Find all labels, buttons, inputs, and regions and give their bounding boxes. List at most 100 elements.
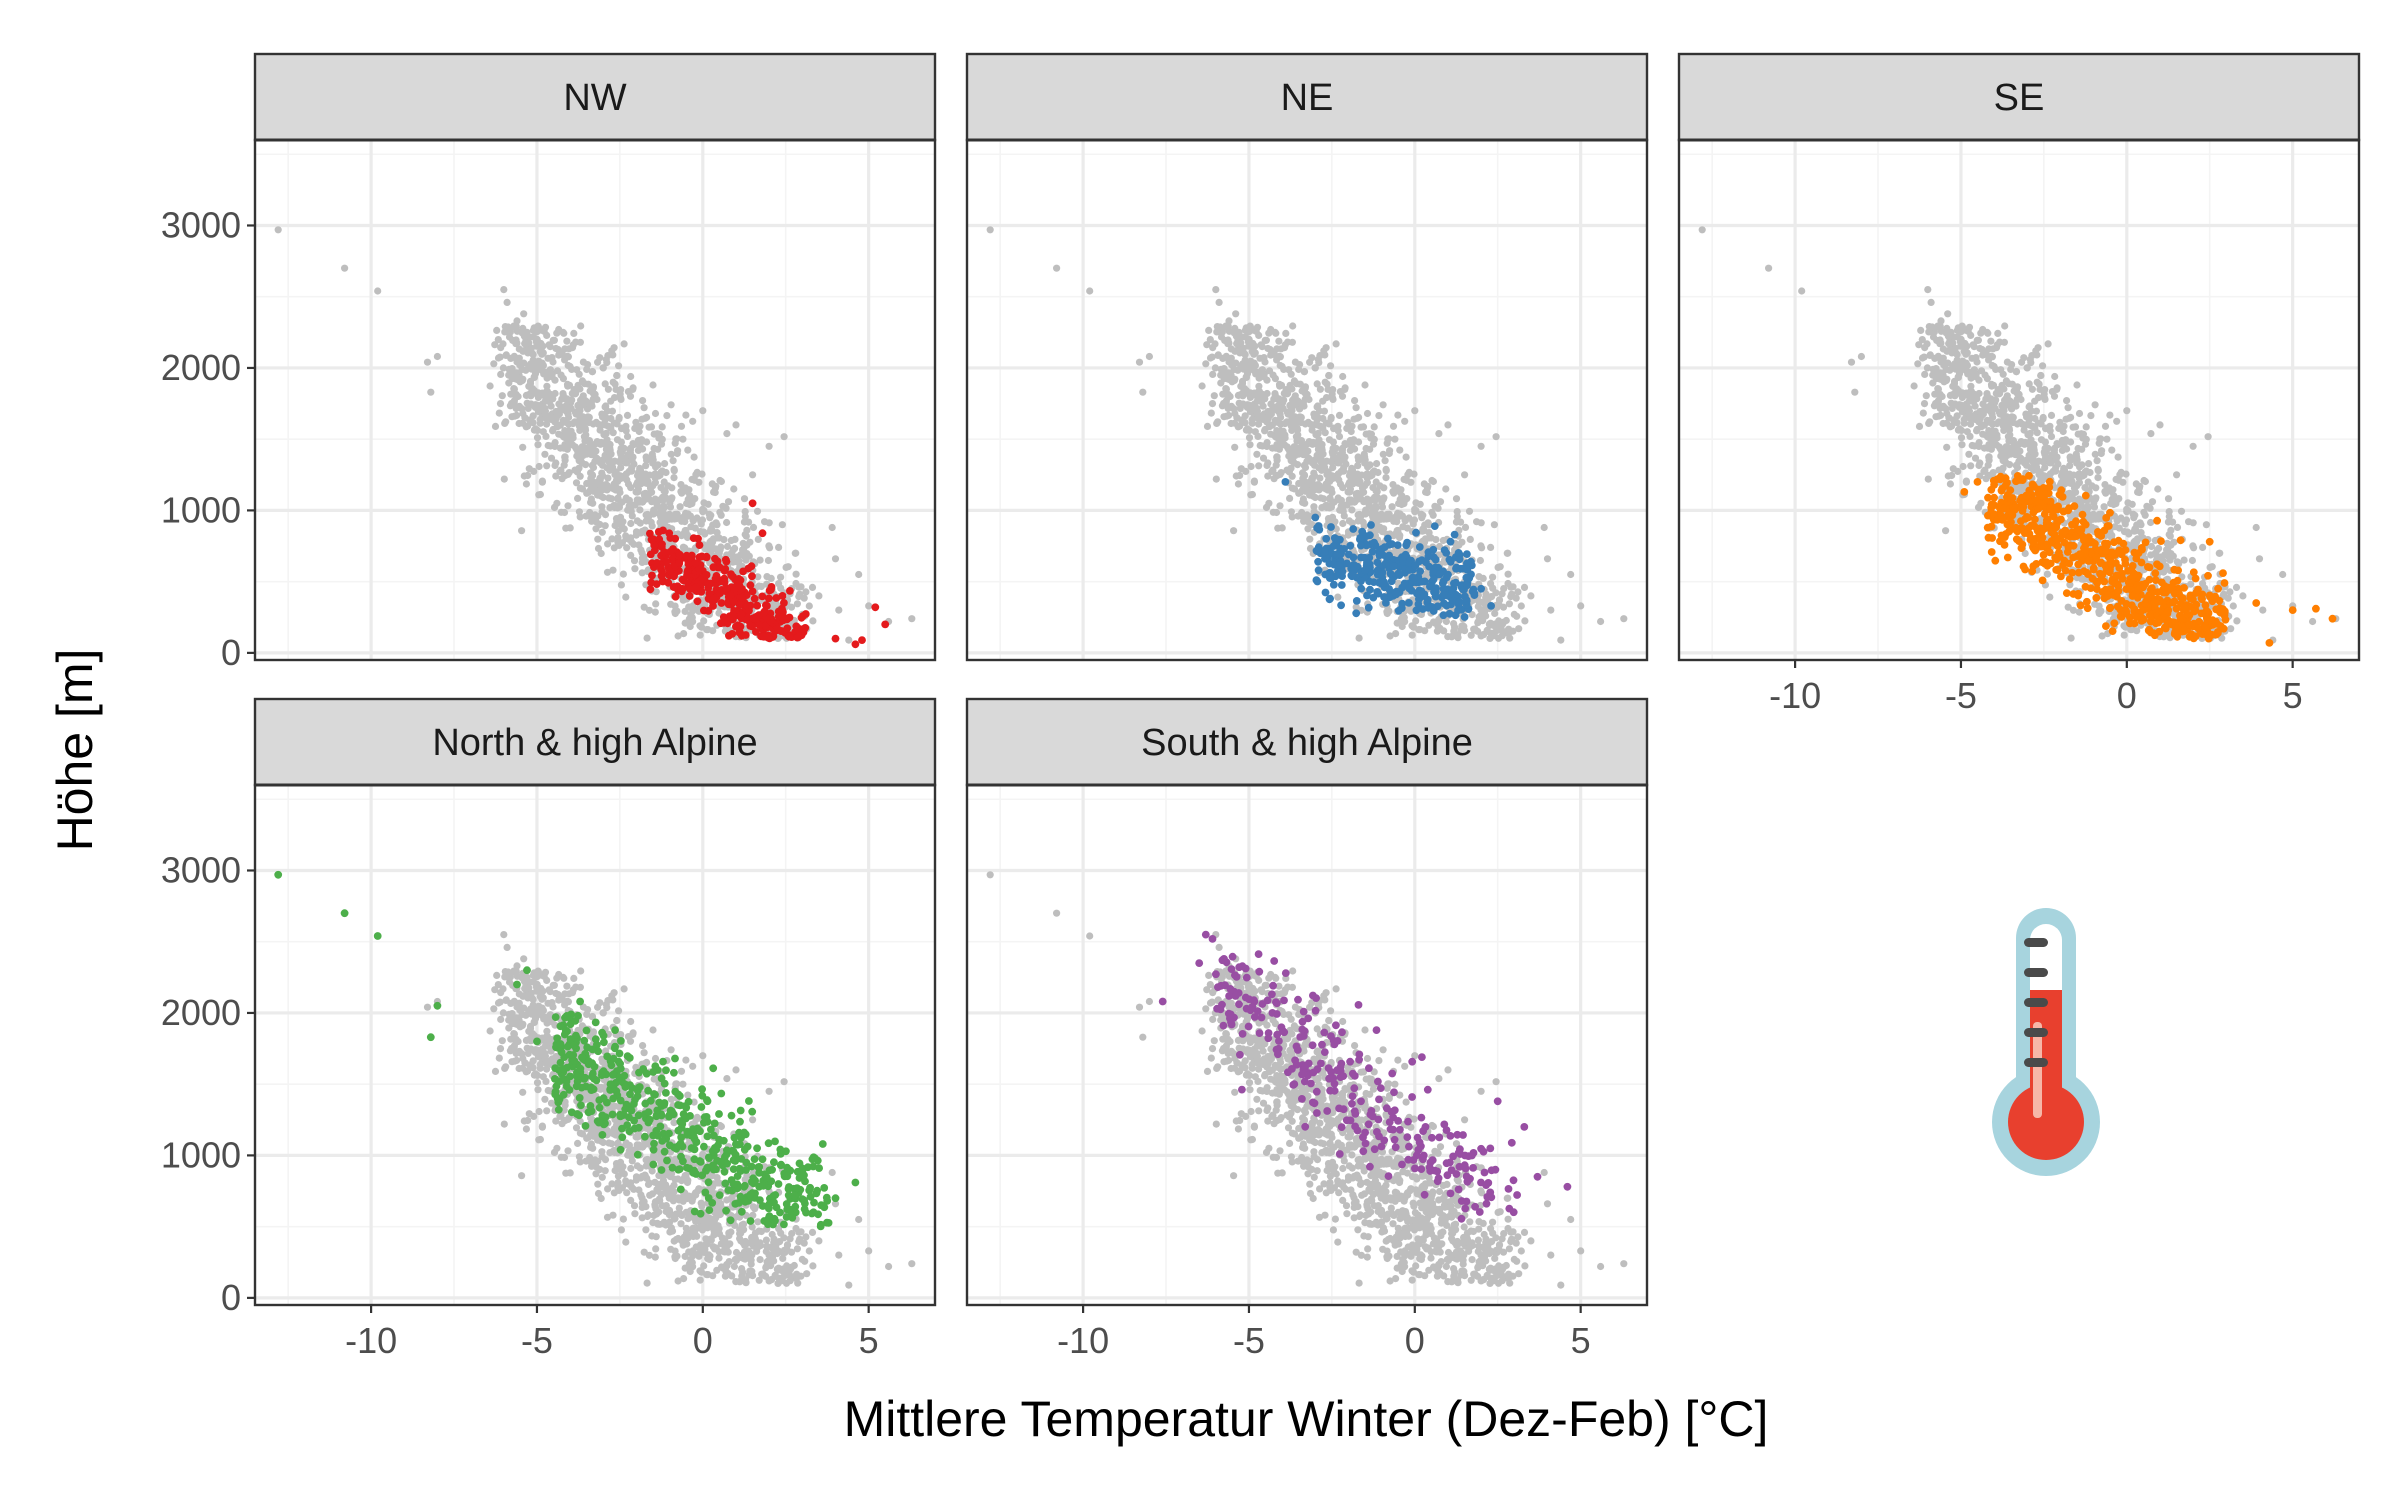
background-point	[2040, 458, 2047, 465]
series-point	[749, 499, 757, 507]
series-point	[653, 559, 661, 567]
series-point	[1379, 579, 1387, 587]
background-point	[1328, 489, 1335, 496]
background-point	[1298, 414, 1305, 421]
background-point	[1432, 536, 1439, 543]
background-point	[742, 531, 749, 538]
background-point	[1304, 525, 1311, 532]
series-point	[738, 594, 746, 602]
background-point	[1213, 328, 1220, 335]
background-point	[2119, 479, 2126, 486]
background-point	[1392, 530, 1399, 537]
background-point	[1848, 359, 1855, 366]
series-point	[1455, 549, 1463, 557]
series-point	[1459, 565, 1467, 573]
background-point	[1453, 495, 1460, 502]
background-point	[1336, 412, 1343, 419]
background-point	[2205, 433, 2212, 440]
series-point	[1338, 581, 1346, 589]
background-point	[1278, 397, 1285, 404]
background-point	[720, 536, 727, 543]
background-point	[573, 366, 580, 373]
series-point	[759, 529, 767, 537]
background-point	[633, 488, 640, 495]
background-point	[427, 389, 434, 396]
background-point	[564, 502, 571, 509]
background-point	[1310, 503, 1317, 510]
background-point	[855, 571, 862, 578]
background-point	[1442, 485, 1449, 492]
background-point	[829, 524, 836, 531]
background-point	[594, 359, 601, 366]
background-point	[650, 510, 657, 517]
background-point	[1398, 492, 1405, 499]
background-point	[513, 405, 520, 412]
background-point	[1958, 441, 1965, 448]
background-point	[661, 460, 668, 467]
series-point	[1449, 597, 1457, 605]
background-point	[598, 470, 605, 477]
background-point	[680, 544, 687, 551]
background-point	[1318, 467, 1325, 474]
background-point	[1235, 480, 1242, 487]
series-point	[1429, 568, 1437, 576]
background-point	[2073, 482, 2080, 489]
background-point	[1943, 444, 1950, 451]
background-point	[2029, 386, 2036, 393]
background-point	[1305, 396, 1312, 403]
background-point	[618, 445, 625, 452]
background-point	[2045, 340, 2052, 347]
background-point	[1233, 347, 1240, 354]
background-point	[583, 480, 590, 487]
background-point	[1211, 340, 1218, 347]
background-point	[1577, 602, 1584, 609]
background-point	[1450, 620, 1457, 627]
background-point	[599, 529, 606, 536]
background-point	[2024, 364, 2031, 371]
background-point	[697, 632, 704, 639]
series-point	[721, 616, 729, 624]
background-point	[709, 480, 716, 487]
background-point	[685, 499, 692, 506]
series-point	[780, 599, 788, 607]
background-point	[561, 462, 568, 469]
background-point	[1339, 373, 1346, 380]
background-point	[1364, 496, 1371, 503]
series-point	[1357, 585, 1365, 593]
background-point	[865, 602, 872, 609]
background-point	[1291, 377, 1298, 384]
background-point	[792, 550, 799, 557]
background-point	[628, 508, 635, 515]
background-point	[2095, 608, 2102, 615]
background-point	[2233, 617, 2240, 624]
background-point	[1393, 518, 1400, 525]
background-point	[543, 388, 550, 395]
background-point	[2138, 529, 2145, 536]
background-point	[2189, 542, 2196, 549]
background-point	[532, 425, 539, 432]
background-point	[499, 340, 506, 347]
background-point	[2166, 531, 2173, 538]
background-point	[1362, 510, 1369, 517]
background-point	[584, 361, 591, 368]
background-point	[1399, 523, 1406, 530]
background-point	[1312, 431, 1319, 438]
series-point	[768, 583, 776, 591]
series-point	[832, 635, 840, 643]
background-point	[521, 347, 528, 354]
background-point	[659, 467, 666, 474]
series-point	[698, 553, 706, 561]
series-point	[1412, 529, 1420, 537]
series-point	[666, 548, 674, 556]
background-point	[704, 626, 711, 633]
background-point	[613, 372, 620, 379]
series-point	[1314, 558, 1322, 566]
background-point	[1228, 361, 1235, 368]
background-point	[1490, 632, 1497, 639]
background-point	[795, 593, 802, 600]
background-point	[621, 340, 628, 347]
background-point	[1309, 459, 1316, 466]
background-point	[1431, 503, 1438, 510]
background-point	[1291, 443, 1298, 450]
series-point	[1365, 604, 1373, 612]
